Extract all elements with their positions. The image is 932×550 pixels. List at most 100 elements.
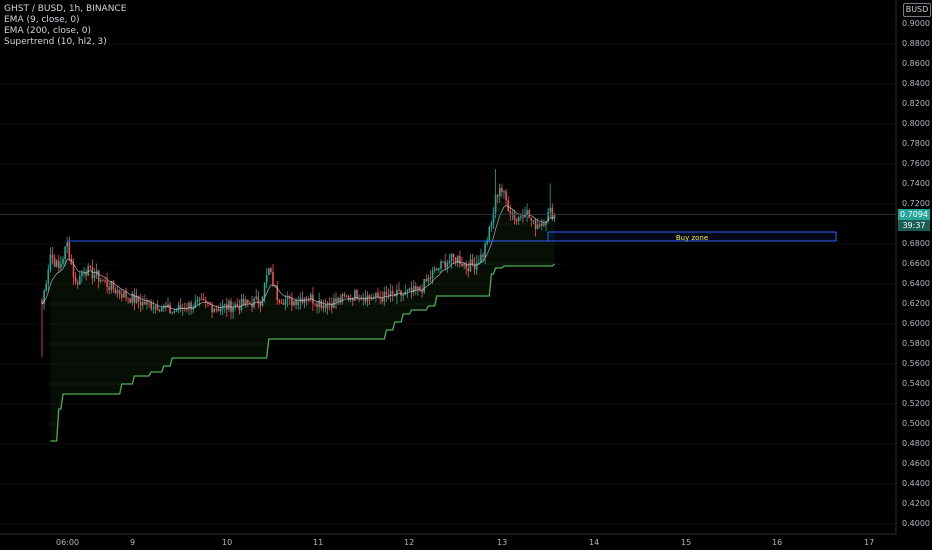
candle-body xyxy=(259,303,262,306)
candle-body xyxy=(142,301,144,306)
candle-body xyxy=(423,278,425,293)
candle-body xyxy=(215,309,218,311)
candle-body xyxy=(425,278,428,282)
candle-body xyxy=(553,214,556,220)
candle-body xyxy=(135,295,138,303)
candle-body xyxy=(343,294,346,296)
candle-body xyxy=(66,242,68,247)
candle-body xyxy=(238,305,241,310)
candle-body xyxy=(438,268,440,270)
candle-body xyxy=(364,297,367,302)
chart-grid xyxy=(0,23,896,525)
candle-body xyxy=(116,290,119,293)
candle-body xyxy=(345,295,348,297)
candle-body xyxy=(360,298,362,300)
candle-body xyxy=(314,303,316,305)
candle-body xyxy=(467,268,470,272)
candle-body xyxy=(175,310,178,312)
candle-body xyxy=(549,207,551,212)
candle-body xyxy=(490,222,493,227)
candle-body xyxy=(406,290,409,292)
candle-body xyxy=(450,254,453,262)
candle-body xyxy=(70,259,73,265)
candle-body xyxy=(253,298,255,308)
price-tick-label: 0.4600 xyxy=(902,459,930,468)
candle-body xyxy=(217,309,220,312)
candle-body xyxy=(247,299,249,303)
candle-body xyxy=(496,195,499,197)
candle-body xyxy=(72,264,75,278)
candle-body xyxy=(358,299,360,301)
price-tick-label: 0.5000 xyxy=(902,419,930,428)
candle-body xyxy=(93,275,96,279)
candle-body xyxy=(326,303,329,309)
candle-body xyxy=(417,286,419,290)
price-tick-label: 0.4200 xyxy=(902,499,930,508)
candle-body xyxy=(87,266,89,276)
price-tick-label: 0.4400 xyxy=(902,479,930,488)
price-tick-label: 0.7400 xyxy=(902,179,930,188)
time-tick-label: 9 xyxy=(130,538,136,547)
candle-body xyxy=(228,300,230,310)
candle-body xyxy=(293,300,295,306)
candle-body xyxy=(55,260,58,267)
price-tick-label: 0.8600 xyxy=(902,59,930,68)
candle-body xyxy=(347,296,350,300)
candle-body xyxy=(213,309,215,313)
candle-body xyxy=(297,301,299,306)
price-tick-label: 0.6200 xyxy=(902,299,930,308)
candle-body xyxy=(131,293,134,303)
candle-body xyxy=(400,290,402,296)
candle-body xyxy=(60,263,62,268)
candle-body xyxy=(158,310,161,312)
candle-body xyxy=(244,299,247,306)
candle-body xyxy=(515,219,518,222)
candle-body xyxy=(91,266,94,279)
candle-body xyxy=(278,299,281,303)
legend-symbol[interactable]: GHST / BUSD, 1h, BINANCE xyxy=(4,4,127,14)
candle-body xyxy=(49,254,52,270)
legend-supertrend[interactable]: Supertrend (10, hl2, 3) xyxy=(4,37,107,47)
price-tick-label: 0.7800 xyxy=(902,139,930,148)
candle-body xyxy=(200,298,203,300)
candle-body xyxy=(494,195,497,213)
candle-body xyxy=(291,297,293,306)
candle-body xyxy=(541,223,543,227)
time-tick-label: 13 xyxy=(497,538,508,547)
candle-body xyxy=(249,302,251,304)
candle-body xyxy=(356,290,358,300)
candle-body xyxy=(538,224,541,227)
candle-body xyxy=(114,289,117,293)
price-tick-label: 0.5800 xyxy=(902,339,930,348)
candle-body xyxy=(484,243,486,258)
candle-body xyxy=(427,277,430,282)
supertrend-fill xyxy=(50,186,555,441)
candle-body xyxy=(179,304,182,309)
candle-body xyxy=(232,307,234,312)
candle-body xyxy=(89,266,92,268)
candle-body xyxy=(240,298,243,310)
candle-body xyxy=(446,262,449,268)
candle-body xyxy=(318,300,320,307)
candle-body xyxy=(209,303,211,306)
candle-body xyxy=(230,300,232,312)
currency-label[interactable]: BUSD xyxy=(903,3,931,17)
ema-line xyxy=(41,205,555,310)
candle-body xyxy=(503,191,505,193)
candle-body xyxy=(469,259,472,272)
candle-body xyxy=(513,213,516,220)
candle-body xyxy=(440,261,442,269)
candle-body xyxy=(282,303,285,305)
candle-body xyxy=(459,255,461,264)
candle-body xyxy=(133,293,136,303)
legend-ema-200[interactable]: EMA (200, close, 0) xyxy=(4,26,92,36)
candle-body xyxy=(499,187,501,197)
candle-body xyxy=(310,294,312,300)
legend-ema-9[interactable]: EMA (9, close, 0) xyxy=(4,15,80,25)
buy-zone-label[interactable]: Buy zone xyxy=(675,234,709,242)
candle-body xyxy=(551,207,554,220)
candle-body xyxy=(463,263,465,266)
candle-body xyxy=(64,246,66,260)
candle-body xyxy=(507,200,509,211)
